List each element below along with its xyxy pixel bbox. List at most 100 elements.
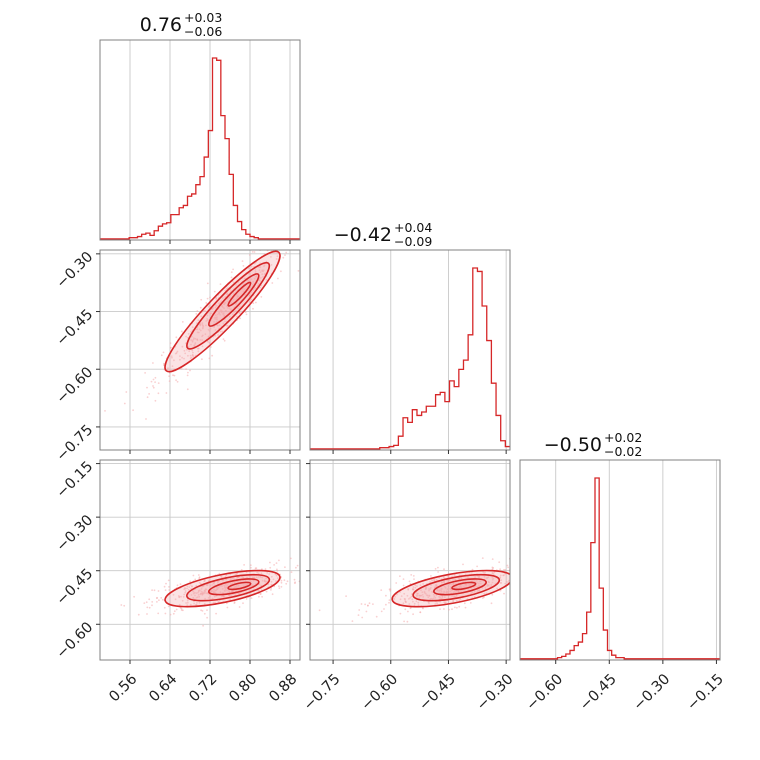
density-contour [451,581,477,591]
scatter-point [225,602,228,605]
scatter-point [206,314,209,317]
scatter-point [205,302,208,304]
scatter-point [191,585,193,587]
scatter-point [166,368,169,371]
scatter-point [413,578,415,580]
y-tick-label: −0.75 [54,422,97,465]
scatter-point [223,307,225,310]
scatter-point [186,587,189,590]
scatter-point [438,589,441,591]
y-tick-label: −0.60 [54,619,97,662]
scatter-point [217,581,219,584]
scatter-point [481,597,484,599]
scatter-point [229,577,232,580]
scatter-point [203,589,206,592]
scatter-point [157,590,160,592]
scatter-point [222,338,225,340]
scatter-point [399,575,401,578]
scatter-point [443,590,445,593]
scatter-point [289,557,292,560]
scatter-point [190,343,192,346]
scatter-point [454,606,456,609]
scatter-point [172,593,175,596]
scatter-point [226,584,229,587]
scatter-point [430,587,432,589]
scatter-point [189,603,192,606]
x-tick-label: −0.75 [301,671,344,714]
scatter-point [197,590,200,592]
scatter-point [151,604,153,607]
scatter-point [315,223,317,225]
scatter-point [473,586,475,589]
scatter-point [218,312,220,315]
scatter-point [549,574,551,576]
scatter-point [420,589,422,592]
scatter-point [187,354,189,357]
scatter-point [388,601,390,604]
scatter-point [217,601,220,603]
scatter-point [487,576,490,578]
scatter-point [470,592,473,595]
scatter-point [422,596,425,598]
scatter-point [195,592,198,594]
scatter-point [165,582,167,585]
scatter-point [257,576,260,578]
scatter-point [226,589,228,592]
scatter-point [203,592,206,595]
scatter-point [251,576,254,579]
joint-panel-3-2 [306,459,551,664]
scatter-point [185,602,188,604]
scatter-point [484,586,487,589]
scatter-point [152,386,155,389]
scatter-point [448,579,451,582]
scatter-point [403,598,406,600]
scatter-point [192,574,195,577]
scatter-point [375,615,378,618]
scatter-point [186,604,189,606]
scatter-point [402,578,405,580]
scatter-point [292,232,294,234]
scatter-point [404,600,407,602]
scatter-point [490,585,493,588]
scatter-point [276,568,278,571]
scatter-point [302,586,304,588]
scatter-point [209,312,212,315]
scatter-point [358,609,361,611]
scatter-point [216,318,219,321]
scatter-point [257,589,259,592]
scatter-point [200,298,203,301]
scatter-point [163,606,166,609]
scatter-point [202,624,205,627]
scatter-point [189,583,192,586]
scatter-point [406,594,409,597]
scatter-point [367,604,369,607]
scatter-point [190,356,193,359]
scatter-point [399,598,402,601]
scatter-point [275,574,278,577]
scatter-point [258,269,261,271]
scatter-point [275,258,278,260]
scatter-point [167,579,170,582]
scatter-point [510,596,512,598]
scatter-point [151,601,154,603]
scatter-point [526,565,528,567]
scatter-point [218,324,221,327]
scatter-point [318,609,321,612]
scatter-point [476,581,478,584]
scatter-point [189,369,191,372]
scatter-point [453,573,456,576]
scatter-point [434,603,437,605]
scatter-point [444,587,447,589]
scatter-point [285,582,288,585]
scatter-point [235,283,237,286]
scatter-point [255,275,257,278]
scatter-point [199,593,202,596]
scatter-point [215,298,218,300]
scatter-point [297,270,300,272]
scatter-point [190,339,193,341]
scatter-point [464,606,467,609]
scatter-point [178,603,181,606]
scatter-point [181,321,184,323]
scatter-point [190,330,192,333]
scatter-point [303,223,305,225]
